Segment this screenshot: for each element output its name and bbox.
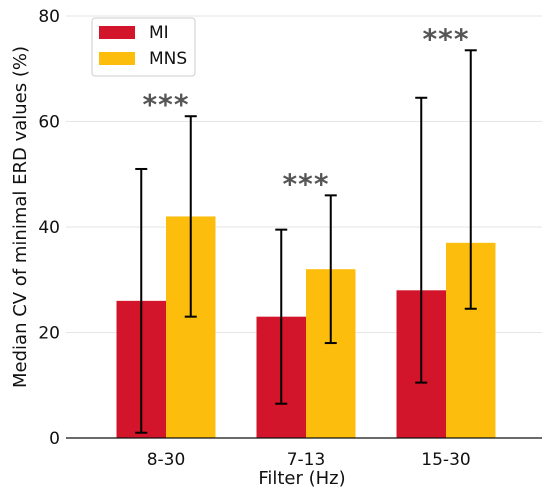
- significance-label: ***: [143, 88, 190, 121]
- x-tick-label: 7-13: [287, 450, 326, 470]
- legend-swatch-mns: [99, 52, 135, 65]
- y-tick-label: 0: [49, 429, 60, 449]
- x-tick-label: 8-30: [147, 450, 186, 470]
- significance-annotations: *** *** ***: [143, 22, 470, 200]
- legend-label-mns: MNS: [149, 49, 187, 69]
- legend-label-mi: MI: [149, 23, 169, 43]
- y-tick-label: 20: [38, 324, 60, 344]
- error-bar: [415, 96, 428, 384]
- x-axis-label: Filter (Hz): [258, 468, 345, 487]
- error-bars: [135, 49, 477, 434]
- significance-label: ***: [423, 22, 470, 55]
- y-tick-label: 80: [38, 7, 60, 27]
- error-bar: [275, 228, 288, 405]
- error-bar: [135, 167, 148, 434]
- y-tick-label: 60: [38, 113, 60, 133]
- legend-swatch-mi: [99, 26, 135, 39]
- error-bar: [324, 194, 337, 345]
- significance-label: ***: [283, 167, 330, 200]
- error-bar: [464, 49, 477, 310]
- x-tick-label: 15-30: [421, 450, 470, 470]
- legend: MI MNS: [91, 17, 196, 77]
- y-tick-label: 40: [38, 218, 60, 238]
- error-bar: [184, 115, 197, 318]
- y-axis-label: Median CV of minimal ERD values (%): [10, 46, 31, 388]
- bars: [116, 216, 496, 438]
- y-axis-ticks: 0 20 40 60 80: [38, 7, 60, 449]
- x-axis-ticks: 8-30 7-13 15-30: [147, 450, 471, 470]
